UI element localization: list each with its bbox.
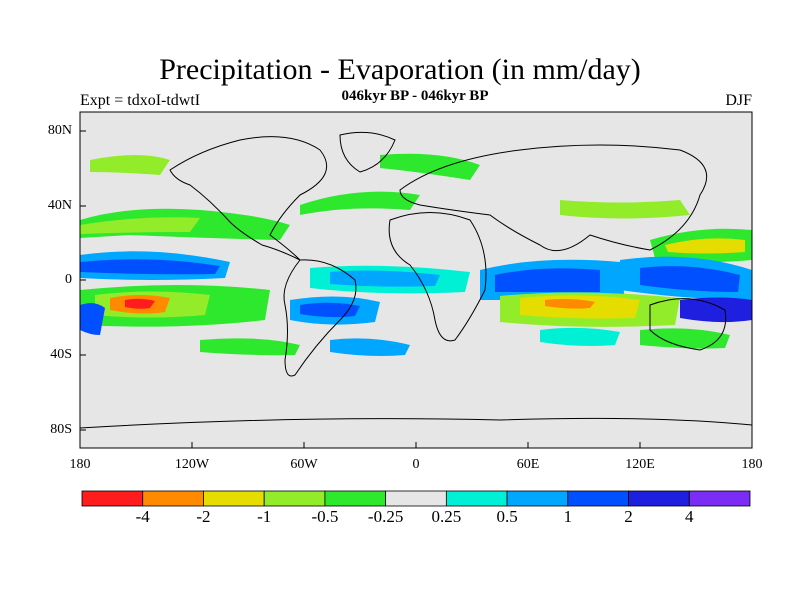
season-label: DJF: [725, 92, 752, 109]
colorbar-swatch-8: [567, 490, 629, 507]
map-ticks: [79, 130, 753, 448]
x-tick-180e: 180: [741, 457, 763, 472]
chart-title: Precipitation - Evaporation (in mm/day): [159, 53, 641, 86]
y-tick-80n: 80N: [47, 123, 72, 138]
colorbar-swatch-10: [688, 490, 751, 507]
x-tick-120w: 120W: [174, 457, 210, 472]
colorbar-swatch-1: [142, 490, 204, 507]
africa-outline: [388, 212, 487, 342]
colorbar-label-8: 2: [624, 507, 633, 526]
y-tick-40n: 40N: [47, 198, 72, 213]
colorbar-label-4: -0.25: [367, 507, 404, 526]
colorbar: [81, 490, 751, 507]
y-tick-40s: 40S: [50, 347, 72, 362]
experiment-label: Expt = tdxoI-tdwtI: [80, 92, 201, 109]
eurasia-outline: [399, 144, 708, 252]
colorbar-swatch-3: [263, 490, 326, 507]
colorbar-label-7: 1: [563, 507, 573, 526]
x-tick-180w: 180: [69, 457, 91, 472]
greenland-outline: [339, 131, 396, 173]
colorbar-label-0: -4: [135, 507, 150, 526]
colorbar-label-2: -1: [257, 507, 272, 526]
x-tick-60e: 60E: [516, 457, 540, 472]
colorbar-swatch-2: [203, 490, 265, 507]
colorbar-label-5: 0.25: [431, 507, 462, 526]
colorbar-label-9: 4: [685, 507, 694, 526]
colorbar-swatch-9: [628, 490, 690, 507]
coastlines: [80, 131, 752, 429]
x-tick-60w: 60W: [290, 457, 318, 472]
south-america-outline: [283, 259, 357, 377]
colorbar-label-1: -2: [196, 507, 211, 526]
colorbar-label-6: 0.5: [496, 507, 518, 526]
y-tick-80s: 80S: [50, 422, 72, 437]
colorbar-swatch-0: [81, 490, 144, 507]
australia-outline: [649, 298, 727, 351]
anomaly-fields: [80, 153, 752, 356]
north-america-outline: [169, 136, 328, 261]
colorbar-swatch-5: [385, 490, 447, 507]
antarctica-outline: [80, 417, 752, 429]
colorbar-swatch-6: [445, 490, 508, 507]
colorbar-swatch-4: [324, 490, 387, 507]
colorbar-label-3: -0.5: [311, 507, 339, 526]
chart-subtitle: 046kyr BP - 046kyr BP: [341, 88, 489, 104]
colorbar-swatch-7: [506, 490, 569, 507]
y-tick-0: 0: [65, 272, 72, 287]
x-tick-0: 0: [412, 457, 420, 472]
x-tick-120e: 120E: [625, 457, 655, 472]
